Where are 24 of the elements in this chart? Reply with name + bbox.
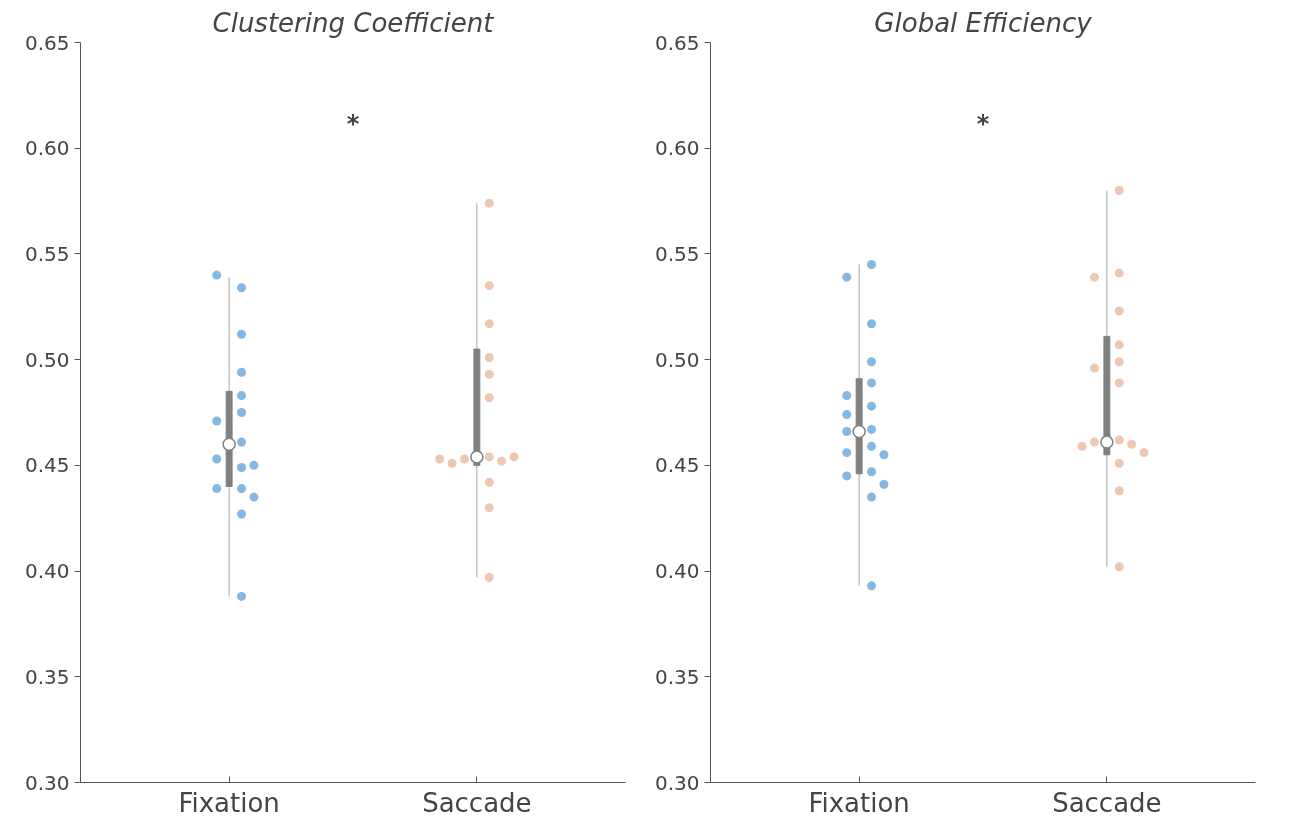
x-tick-label: Saccade	[1052, 787, 1162, 818]
y-tick-label: 0.45	[654, 453, 700, 478]
x-tick-label: Fixation	[808, 787, 910, 818]
y-tick-label: 0.40	[24, 559, 70, 584]
y-tick-label: 0.45	[24, 453, 70, 478]
x-tick-label: Saccade	[422, 787, 532, 818]
annotation: *	[346, 109, 360, 138]
annotation: *	[976, 109, 990, 138]
y-tick-label: 0.50	[654, 347, 700, 372]
y-tick-label: 0.30	[654, 770, 700, 795]
y-tick-label: 0.65	[654, 30, 700, 55]
y-tick-label: 0.60	[24, 136, 70, 161]
y-tick-label: 0.35	[654, 664, 700, 689]
y-tick-label: 0.60	[654, 136, 700, 161]
y-tick-label: 0.35	[24, 664, 70, 689]
y-tick-label: 0.55	[24, 241, 70, 266]
y-tick-label: 0.30	[24, 770, 70, 795]
chart-title: Clustering Coefficient	[212, 7, 495, 38]
x-tick-label: Fixation	[178, 787, 280, 818]
y-tick-label: 0.50	[24, 347, 70, 372]
y-tick-label: 0.40	[654, 559, 700, 584]
chart-title: Global Efficiency	[874, 7, 1093, 38]
y-tick-label: 0.55	[654, 241, 700, 266]
y-tick-label: 0.65	[24, 30, 70, 55]
